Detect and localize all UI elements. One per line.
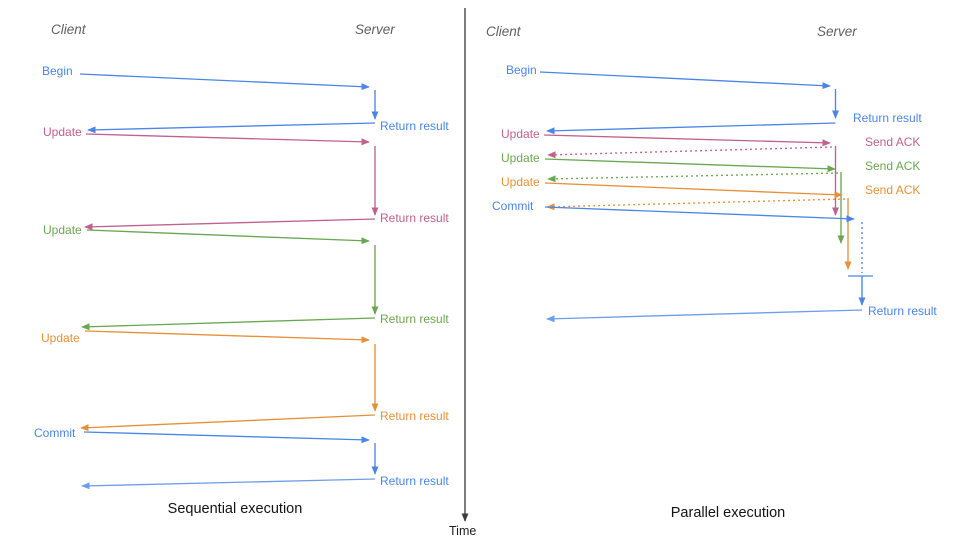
par-begin-response: Return result: [853, 111, 922, 125]
par-update1-flow: [543, 134, 839, 216]
seq-update2-roundtrip: [81, 229, 379, 331]
seq-client-header: Client: [51, 22, 86, 37]
par-update2-label: Update: [501, 151, 540, 165]
par-commit-response: Return result: [868, 304, 937, 318]
seq-update3-label: Update: [41, 331, 80, 345]
par-update2-flow: [544, 158, 845, 244]
seq-server-header: Server: [355, 22, 395, 37]
seq-update2-label: Update: [43, 223, 82, 237]
par-update3-flow: [544, 182, 852, 270]
seq-update2-response: Return result: [380, 312, 449, 326]
seq-begin-roundtrip: [79, 73, 379, 134]
seq-commit-roundtrip: [81, 431, 379, 490]
seq-begin-response: Return result: [380, 119, 449, 133]
par-server-header: Server: [817, 24, 857, 39]
par-begin-label: Begin: [506, 63, 537, 77]
seq-update1-label: Update: [43, 125, 82, 139]
par-update3-ack: Send ACK: [865, 183, 921, 197]
seq-update3-roundtrip: [80, 330, 379, 432]
par-update1-ack: Send ACK: [865, 135, 921, 149]
par-commit-label: Commit: [492, 199, 534, 213]
seq-update1-roundtrip: [84, 133, 379, 231]
seq-commit-response: Return result: [380, 474, 449, 488]
time-axis-label: Time: [449, 524, 477, 538]
par-commit-flow: [544, 206, 873, 323]
par-update2-ack: Send ACK: [865, 159, 921, 173]
seq-title: Sequential execution: [167, 501, 303, 517]
par-client-header: Client: [486, 24, 521, 39]
seq-begin-label: Begin: [42, 64, 73, 78]
par-update1-label: Update: [501, 127, 540, 141]
par-title: Parallel execution: [670, 505, 786, 521]
seq-commit-label: Commit: [34, 426, 76, 440]
par-update3-label: Update: [501, 175, 540, 189]
seq-update1-response: Return result: [380, 211, 449, 225]
seq-update3-response: Return result: [380, 409, 449, 423]
par-begin-roundtrip: [539, 71, 839, 135]
